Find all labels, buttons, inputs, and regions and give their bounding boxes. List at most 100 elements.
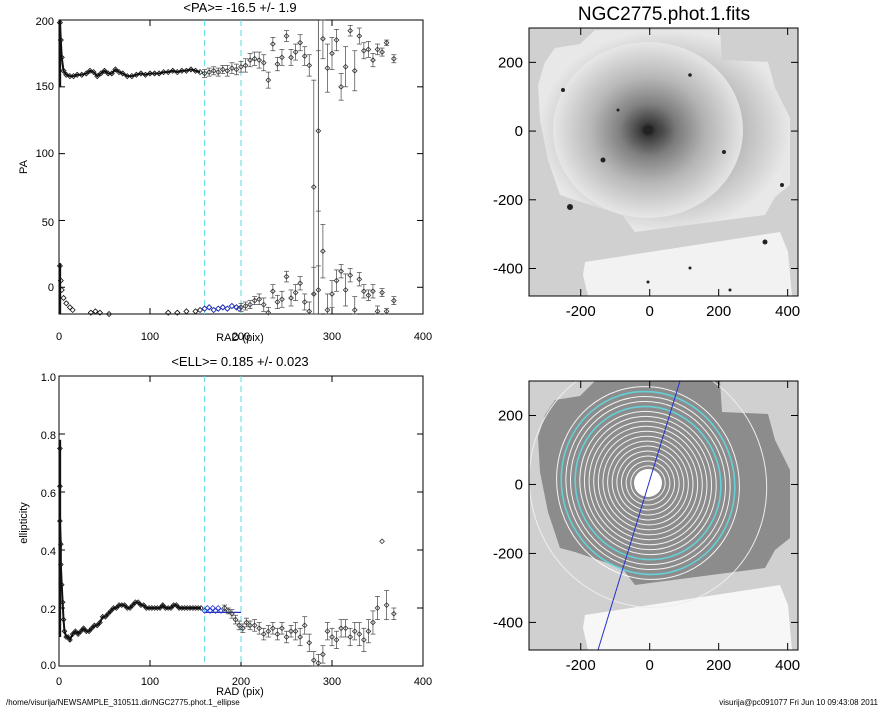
isophote-ellipse: [556, 386, 740, 580]
isophote-ellipse: [583, 415, 713, 551]
image-frame: [528, 27, 799, 297]
star: [688, 266, 692, 270]
pa-point: [124, 73, 131, 80]
pa-point: [108, 70, 115, 77]
pa-point: [178, 67, 185, 74]
pa-xtick: 400: [414, 331, 432, 343]
pa-point: [183, 308, 190, 315]
pa-point: [342, 287, 349, 293]
pa-point: [283, 273, 290, 280]
ell-point: [391, 610, 397, 617]
pa-point: [297, 280, 304, 287]
star: [728, 288, 732, 292]
pa-point: [219, 304, 226, 311]
pa-point: [356, 33, 363, 39]
ell-point: [239, 625, 246, 632]
pa-point: [224, 305, 231, 312]
ell-point: [329, 634, 335, 640]
galaxy-nucleus: [644, 126, 652, 134]
ell-point: [347, 634, 354, 640]
ell-point: [86, 628, 92, 635]
ell-xlabel: RAD (pix): [216, 686, 264, 698]
star: [722, 150, 726, 154]
pa-point: [187, 66, 195, 73]
isophote-ellipse: [607, 440, 689, 526]
pa-point: [320, 35, 326, 42]
ell-point: [221, 605, 228, 611]
pa-point: [329, 291, 335, 297]
pa-point: [206, 304, 213, 311]
pa-point: [297, 39, 304, 46]
pa-point: [351, 67, 358, 74]
ell-point: [105, 610, 112, 617]
ell-point: [251, 622, 258, 629]
pa-ytick: 0: [48, 282, 54, 294]
pa-point: [229, 65, 235, 71]
pa-point: [101, 67, 108, 74]
pa-ytick: 150: [36, 81, 54, 93]
pa-point: [192, 67, 199, 74]
pa-point: [151, 70, 158, 77]
ell-ylabel: ellipticity: [18, 502, 30, 544]
ell-point: [157, 605, 163, 611]
star: [600, 157, 606, 163]
ell-point: [274, 631, 281, 637]
image-title: NGC2775.phot.1.fits: [578, 4, 750, 25]
pa-point: [333, 277, 340, 284]
pa-point: [251, 55, 258, 62]
pa-point: [119, 70, 126, 77]
ell-ytick: 0.6: [41, 488, 56, 500]
ell-point: [225, 608, 232, 614]
pa-point: [156, 70, 163, 77]
isophote-ellipse: [579, 410, 717, 556]
ell-point: [260, 631, 267, 637]
ell-point: [374, 605, 381, 611]
ell-ytick: 0.4: [41, 546, 56, 558]
star: [762, 239, 768, 245]
ell-xtick: 0: [56, 676, 62, 688]
image-ytick-label: 200: [498, 54, 523, 71]
ell-point: [265, 628, 272, 635]
pa-point: [196, 69, 204, 76]
pa-point: [63, 71, 70, 78]
pa-point: [60, 294, 67, 302]
pa-point: [347, 272, 354, 279]
ell-point: [342, 625, 349, 632]
image-ytick-label: 0: [515, 123, 523, 140]
pa-point: [347, 27, 354, 34]
ell-point: [360, 637, 367, 643]
ell-point: [356, 631, 363, 637]
pa-fit-point: [215, 305, 222, 312]
ell-fit-point: [201, 607, 208, 614]
pa-fit-point: [205, 304, 213, 311]
ell-title: <ELL>= 0.185 +/- 0.023: [171, 354, 308, 369]
ell-point: [283, 634, 290, 640]
pa-point: [288, 54, 294, 61]
ell-point: [310, 657, 317, 664]
pa-ytick: 100: [36, 148, 54, 160]
star: [561, 88, 565, 92]
pa-point: [288, 295, 294, 301]
pa-point: [219, 66, 226, 73]
pa-point: [269, 41, 276, 47]
pa-point: [365, 292, 372, 299]
pa-fit-point: [201, 305, 208, 312]
image-frame: [528, 380, 799, 651]
pa-point: [274, 61, 281, 67]
ell-point: [232, 616, 239, 623]
pa-point: [112, 66, 119, 73]
pa-point: [306, 62, 313, 69]
pa-point: [383, 39, 390, 46]
image-xtick-label: 400: [775, 303, 800, 320]
pa-point: [365, 46, 372, 53]
pa-point: [169, 67, 176, 74]
pa-point: [360, 288, 367, 295]
pa-point: [256, 296, 263, 303]
pa-point: [128, 73, 135, 80]
ell-fit-point: [218, 607, 224, 614]
pa-point: [279, 54, 285, 61]
pa-point: [370, 288, 376, 295]
ell-point: [108, 608, 114, 614]
